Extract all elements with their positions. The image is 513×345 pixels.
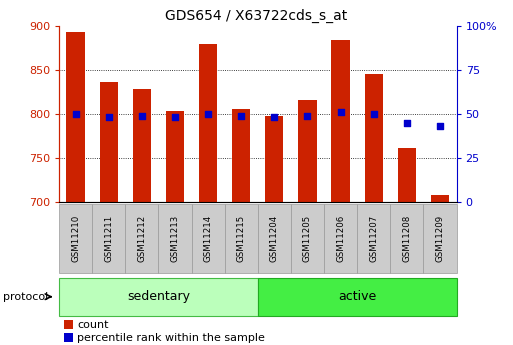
Point xyxy=(370,111,378,117)
Text: GSM11206: GSM11206 xyxy=(336,215,345,262)
Bar xyxy=(133,89,151,202)
Point xyxy=(436,124,444,129)
Text: percentile rank within the sample: percentile rank within the sample xyxy=(77,333,265,343)
Point xyxy=(71,111,80,117)
Point xyxy=(270,115,279,120)
Text: protocol: protocol xyxy=(3,292,48,302)
Bar xyxy=(299,100,317,202)
Bar xyxy=(398,148,416,202)
Point xyxy=(403,120,411,126)
Point xyxy=(237,113,245,118)
Bar xyxy=(431,195,449,202)
Text: GSM11211: GSM11211 xyxy=(104,215,113,262)
Bar xyxy=(232,109,250,202)
Text: sedentary: sedentary xyxy=(127,290,190,303)
Text: active: active xyxy=(338,290,377,303)
Point xyxy=(105,115,113,120)
Text: GSM11212: GSM11212 xyxy=(137,215,146,262)
Text: GSM11204: GSM11204 xyxy=(270,215,279,262)
Text: count: count xyxy=(77,320,109,330)
Text: GSM11207: GSM11207 xyxy=(369,215,378,262)
Bar xyxy=(100,82,118,202)
Bar xyxy=(67,32,85,202)
Text: GSM11209: GSM11209 xyxy=(436,215,444,262)
Bar xyxy=(365,74,383,202)
Text: GSM11208: GSM11208 xyxy=(402,215,411,262)
Bar xyxy=(265,116,284,202)
Point xyxy=(204,111,212,117)
Point xyxy=(337,109,345,115)
Text: GDS654 / X63722cds_s_at: GDS654 / X63722cds_s_at xyxy=(165,9,348,23)
Bar xyxy=(331,40,350,202)
Text: GSM11210: GSM11210 xyxy=(71,215,80,262)
Text: GSM11215: GSM11215 xyxy=(236,215,246,262)
Bar xyxy=(199,45,217,202)
Text: GSM11213: GSM11213 xyxy=(170,215,180,262)
Text: GSM11205: GSM11205 xyxy=(303,215,312,262)
Point xyxy=(303,113,311,118)
Text: GSM11214: GSM11214 xyxy=(204,215,212,262)
Point xyxy=(137,113,146,118)
Point xyxy=(171,115,179,120)
Bar xyxy=(166,111,184,202)
